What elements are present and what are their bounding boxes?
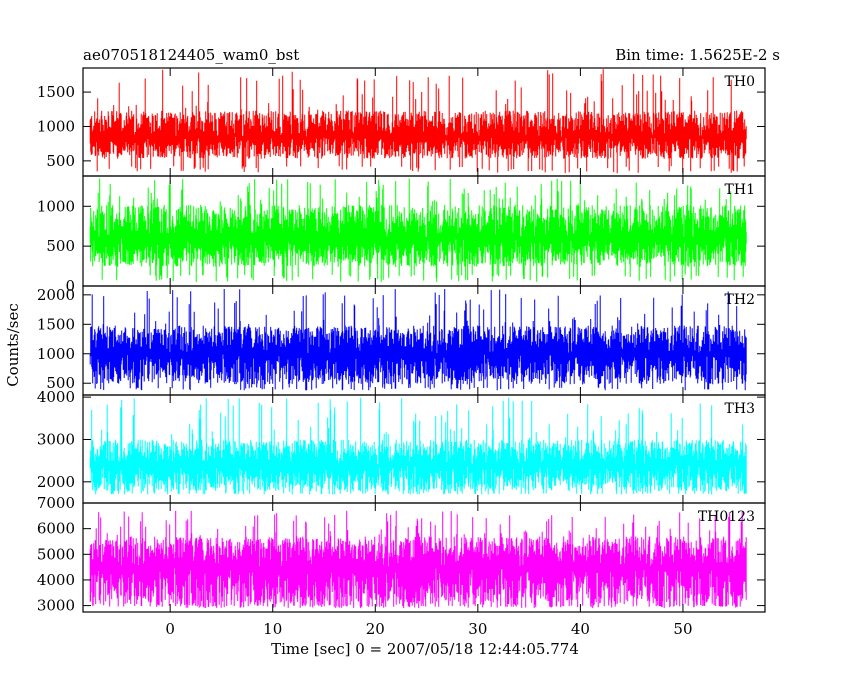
plot-title: ae070518124405_wam0_bst — [83, 46, 299, 64]
y-tick-label: 1000 — [37, 117, 75, 135]
series-th1 — [89, 178, 747, 282]
y-axis-title: Counts/sec — [4, 303, 22, 387]
y-tick-label: 1000 — [37, 197, 75, 215]
panel-frame — [82, 502, 766, 613]
x-axis-title: Time [sec] 0 = 2007/05/18 12:44:05.774 — [271, 640, 579, 658]
y-tick-label: 7000 — [37, 494, 75, 512]
y-tick-label: 500 — [46, 237, 75, 255]
y-tick-label: 4000 — [37, 388, 75, 406]
y-tick-label: 1500 — [37, 315, 75, 333]
y-tick-label: 0 — [65, 277, 75, 295]
y-tick-label: 6000 — [37, 520, 75, 538]
x-tick-label: 30 — [468, 620, 487, 638]
y-tick-label: 2000 — [37, 286, 75, 304]
series-th3 — [89, 397, 747, 495]
panel-th0123: 3000 4000 5000 6000 7000 TH0123 — [37, 494, 766, 615]
x-tick-label: 40 — [571, 620, 590, 638]
y-tick-label: 1000 — [37, 345, 75, 363]
panels: 500 1000 1500 TH0 0 500 1000 TH1 500 1000 1500 2000… — [37, 67, 766, 615]
panel-th0: 500 1000 1500 TH0 — [37, 67, 766, 177]
x-tick-label: 0 — [165, 620, 175, 638]
y-tick-label: 3000 — [37, 597, 75, 615]
series-th0123 — [89, 510, 747, 609]
series-label-th0123: TH0123 — [698, 509, 755, 525]
panel-th1: 0 500 1000 TH1 — [37, 175, 766, 295]
y-tick-label: 1500 — [37, 83, 75, 101]
y-tick-label: 2000 — [37, 473, 75, 491]
panel-th3: 2000 3000 4000 TH3 — [37, 388, 766, 504]
series-th0 — [89, 69, 747, 174]
series-label-th3: TH3 — [725, 401, 755, 417]
series-label-th1: TH1 — [725, 182, 755, 198]
x-axis: 0 10 20 30 40 50 — [165, 620, 692, 638]
y-tick-label: 4000 — [37, 571, 75, 589]
x-tick-label: 10 — [263, 620, 282, 638]
series-label-th0: TH0 — [725, 74, 755, 90]
bin-time-label: Bin time: 1.5625E-2 s — [615, 46, 780, 64]
series-th2 — [89, 289, 747, 391]
series-label-th2: TH2 — [725, 292, 755, 308]
y-tick-label: 3000 — [37, 430, 75, 448]
x-tick-label: 20 — [366, 620, 385, 638]
y-tick-label: 500 — [46, 152, 75, 170]
panel-th2: 500 1000 1500 2000 TH2 — [37, 285, 766, 396]
x-tick-label: 50 — [673, 620, 692, 638]
y-tick-label: 5000 — [37, 545, 75, 563]
y-tick-label: 500 — [46, 374, 75, 392]
